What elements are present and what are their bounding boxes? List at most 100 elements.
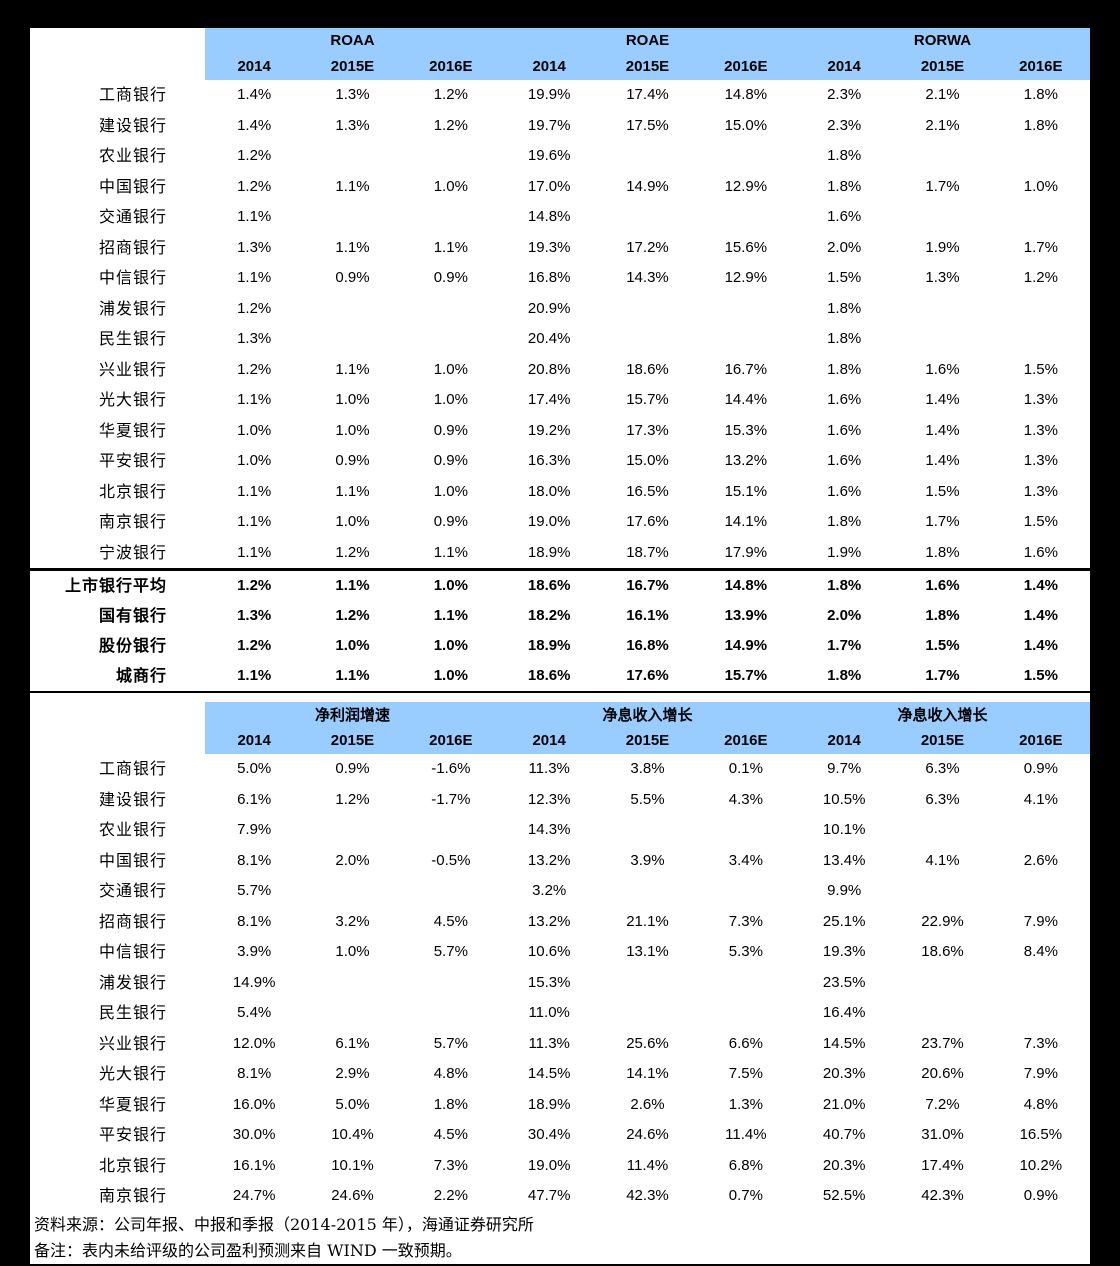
data-cell <box>893 876 991 907</box>
data-cell: 11.4% <box>626 1156 669 1174</box>
data-cell: 1.8% <box>925 543 960 561</box>
data-cell: 1.6% <box>925 360 960 378</box>
table-gap <box>30 692 1090 702</box>
summary-cell: 1.1% <box>303 661 402 693</box>
summary-label: 股份银行 <box>98 636 167 655</box>
bank-name: 民生银行 <box>98 329 167 348</box>
data-cell: 1.0% <box>433 360 468 378</box>
summary-cell: 1.4% <box>1023 637 1058 654</box>
table-row: 平安银行 1.0% 0.9% 0.9% 16.3% 15.0% 13.2% 1.6% 1.4% 1… <box>30 446 1090 477</box>
data-cell: 6.6% <box>728 1034 763 1052</box>
summary-cell: 1.5% <box>925 637 960 654</box>
data-cell <box>598 998 696 1029</box>
data-cell: 4.5% <box>433 1126 468 1143</box>
summary-cell: 18.6% <box>500 568 599 601</box>
data-cell: 5.0% <box>237 760 272 777</box>
table-row: 华夏银行 1.0% 1.0% 0.9% 19.2% 17.3% 15.3% 1.6% 1.4% 1… <box>30 416 1090 447</box>
bank-name: 南京银行 <box>98 1186 167 1205</box>
data-cell: 12.9% <box>724 177 768 195</box>
data-cell: 4.1% <box>925 851 960 869</box>
data-cell: 0.9% <box>433 513 468 530</box>
year-header-spacer <box>30 728 205 754</box>
data-cell: 16.5% <box>626 482 669 500</box>
table1-year-header: 2014 2015E 2016E 2014 2015E 2016E 2014 2015E 201… <box>30 54 1090 80</box>
table2-group-label-0: 净利润增速 <box>205 702 500 728</box>
data-cell: 14.3% <box>626 269 669 286</box>
table-row: 民生银行 1.3% 20.4% 1.8% <box>30 324 1090 355</box>
data-cell: 12.3% <box>527 790 571 808</box>
data-cell: 10.2% <box>1019 1156 1063 1174</box>
data-cell: 1.5% <box>827 269 862 286</box>
summary-cell: 15.7% <box>696 661 796 693</box>
table2-year-label-0-1: 2015E <box>303 728 402 754</box>
data-cell <box>992 202 1090 233</box>
data-cell: 18.6% <box>921 943 964 960</box>
data-cell: 1.8% <box>827 330 862 347</box>
data-cell: 19.9% <box>527 86 571 103</box>
data-cell <box>893 815 991 846</box>
data-cell <box>402 141 500 172</box>
bank-name: 工商银行 <box>98 759 167 778</box>
data-cell: 1.0% <box>237 452 272 469</box>
data-cell: 9.9% <box>827 882 862 899</box>
data-cell <box>598 294 696 325</box>
table1-year-label-2-0: 2014 <box>795 54 894 80</box>
data-cell: 0.1% <box>728 760 763 777</box>
data-cell <box>303 294 401 325</box>
data-cell: 3.9% <box>237 943 272 960</box>
data-cell: 19.7% <box>527 116 571 134</box>
table1-year-label-0-0: 2014 <box>205 54 304 80</box>
data-cell: 20.6% <box>921 1065 964 1082</box>
data-cell: 4.3% <box>728 790 763 808</box>
data-cell: 1.1% <box>335 360 370 378</box>
data-cell: 23.7% <box>921 1034 964 1052</box>
data-cell: 1.8% <box>827 360 862 378</box>
summary-cell: 16.7% <box>598 568 697 601</box>
data-cell: 1.8% <box>1023 86 1058 103</box>
data-cell: 13.2% <box>527 912 571 930</box>
bank-name: 中信银行 <box>98 942 167 961</box>
table1-group-label-2: RORWA <box>795 28 1090 54</box>
data-cell: 1.8% <box>433 1095 468 1113</box>
data-cell: 1.6% <box>827 482 862 500</box>
data-cell: 0.9% <box>433 269 468 286</box>
data-cell: 0.9% <box>335 452 370 469</box>
data-cell: 1.2% <box>335 543 370 561</box>
data-cell: 1.5% <box>1023 360 1058 378</box>
data-cell: 7.5% <box>728 1065 763 1082</box>
table-row: 北京银行 1.1% 1.1% 1.0% 18.0% 16.5% 15.1% 1.6% 1.5% 1… <box>30 477 1090 508</box>
data-cell: 1.0% <box>335 421 370 439</box>
data-cell: 19.2% <box>527 421 571 439</box>
data-cell: 18.9% <box>527 1095 571 1113</box>
data-cell: 1.9% <box>925 238 960 256</box>
data-cell: 8.1% <box>237 851 272 869</box>
data-cell: 23.5% <box>822 973 866 991</box>
bank-name: 浦发银行 <box>98 298 167 318</box>
data-cell: 1.0% <box>433 177 468 195</box>
data-cell: 16.4% <box>822 1004 866 1021</box>
table-row: 交通银行 1.1% 14.8% 1.6% <box>30 202 1090 233</box>
data-cell: 1.9% <box>827 543 862 561</box>
data-cell: 1.3% <box>1023 452 1058 469</box>
data-cell: 30.0% <box>232 1126 276 1143</box>
table-row: 浦发银行 1.2% 20.9% 1.8% <box>30 294 1090 325</box>
data-cell: 13.2% <box>724 452 768 469</box>
data-cell: 17.4% <box>626 86 669 103</box>
data-cell: 1.4% <box>237 86 272 103</box>
data-cell: -0.5% <box>431 851 471 869</box>
data-cell: 2.6% <box>630 1095 665 1113</box>
data-cell: 17.5% <box>626 116 669 134</box>
data-cell: 3.2% <box>335 912 370 930</box>
data-cell: 4.8% <box>433 1065 468 1082</box>
data-cell: 24.6% <box>331 1187 374 1204</box>
data-cell <box>598 815 696 846</box>
data-cell: 20.4% <box>527 330 571 347</box>
data-cell: 1.3% <box>728 1095 763 1113</box>
data-cell <box>992 876 1090 907</box>
summary-cell: 1.6% <box>893 568 992 601</box>
data-cell: 1.8% <box>827 513 862 530</box>
data-cell <box>598 968 696 999</box>
data-cell: 7.9% <box>1023 1065 1058 1082</box>
summary-cell: 1.8% <box>925 607 960 624</box>
data-cell: 0.9% <box>1023 1187 1058 1204</box>
